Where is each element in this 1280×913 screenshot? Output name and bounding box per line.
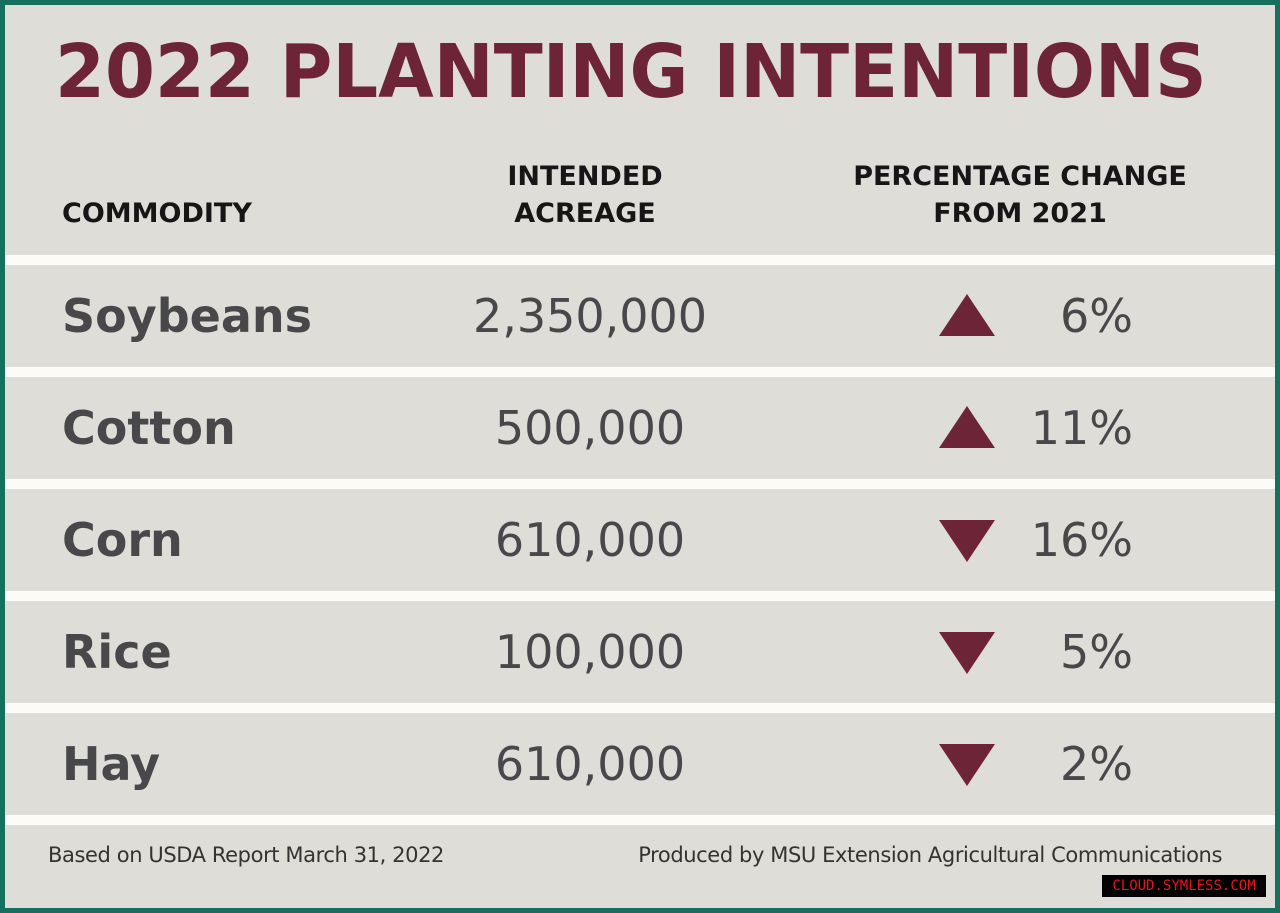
arrow-up-icon (939, 294, 995, 336)
intended-acreage: 610,000 (494, 513, 686, 567)
percentage-change: 11% (1030, 401, 1133, 455)
table-row-rice: Rice 100,000 5% (5, 601, 1275, 703)
percentage-change: 2% (1060, 737, 1133, 791)
footer-credit: Produced by MSU Extension Agricultural C… (638, 843, 1222, 867)
row-divider (5, 479, 1275, 489)
row-divider (5, 703, 1275, 713)
infographic-panel: 2022 PLANTING INTENTIONS COMMODITY INTEN… (5, 5, 1275, 908)
arrow-down-icon (939, 744, 995, 786)
row-divider (5, 815, 1275, 825)
column-header-acreage-line1: INTENDED (507, 161, 663, 192)
arrow-down-icon (939, 520, 995, 562)
commodity-name: Soybeans (62, 289, 313, 343)
column-header-acreage-line2: ACREAGE (514, 198, 656, 229)
row-divider (5, 255, 1275, 265)
intended-acreage: 2,350,000 (472, 289, 708, 343)
table-row-corn: Corn 610,000 16% (5, 489, 1275, 591)
row-divider (5, 367, 1275, 377)
intended-acreage: 100,000 (494, 625, 686, 679)
column-header-pct-line1: PERCENTAGE CHANGE (853, 161, 1187, 192)
commodity-name: Cotton (62, 401, 236, 455)
column-header-pct-line2: FROM 2021 (933, 198, 1107, 229)
footer-source: Based on USDA Report March 31, 2022 (48, 843, 445, 867)
percentage-change: 6% (1060, 289, 1133, 343)
commodity-name: Rice (62, 625, 172, 679)
column-header-commodity: COMMODITY (62, 198, 252, 229)
table-row-soybeans: Soybeans 2,350,000 6% (5, 265, 1275, 367)
table-row-hay: Hay 610,000 2% (5, 713, 1275, 815)
page-title: 2022 PLANTING INTENTIONS (55, 29, 1207, 115)
arrow-down-icon (939, 632, 995, 674)
row-divider (5, 591, 1275, 601)
intended-acreage: 500,000 (494, 401, 686, 455)
arrow-up-icon (939, 406, 995, 448)
commodity-name: Corn (62, 513, 183, 567)
column-header-percentage-change: PERCENTAGE CHANGE FROM 2021 (815, 158, 1225, 232)
intended-acreage: 610,000 (494, 737, 686, 791)
column-header-acreage: INTENDED ACREAGE (445, 158, 725, 232)
percentage-change: 5% (1060, 625, 1133, 679)
watermark-badge: CLOUD.SYMLESS.COM (1102, 875, 1266, 897)
commodity-name: Hay (62, 737, 161, 791)
table-row-cotton: Cotton 500,000 11% (5, 377, 1275, 479)
percentage-change: 16% (1030, 513, 1133, 567)
